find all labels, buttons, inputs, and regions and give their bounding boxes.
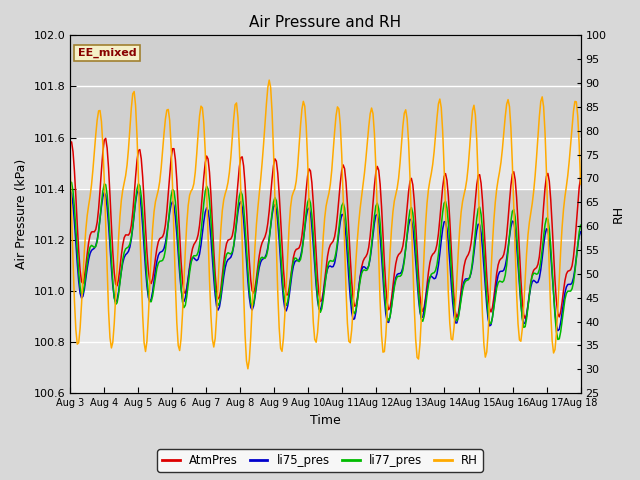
Bar <box>70 189 580 291</box>
Bar <box>70 36 580 138</box>
Legend: AtmPres, li75_pres, li77_pres, RH: AtmPres, li75_pres, li77_pres, RH <box>157 449 483 472</box>
Y-axis label: Air Pressure (kPa): Air Pressure (kPa) <box>15 159 28 269</box>
X-axis label: Time: Time <box>310 414 340 427</box>
Title: Air Pressure and RH: Air Pressure and RH <box>250 15 401 30</box>
Text: EE_mixed: EE_mixed <box>78 48 136 58</box>
Y-axis label: RH: RH <box>612 205 625 223</box>
